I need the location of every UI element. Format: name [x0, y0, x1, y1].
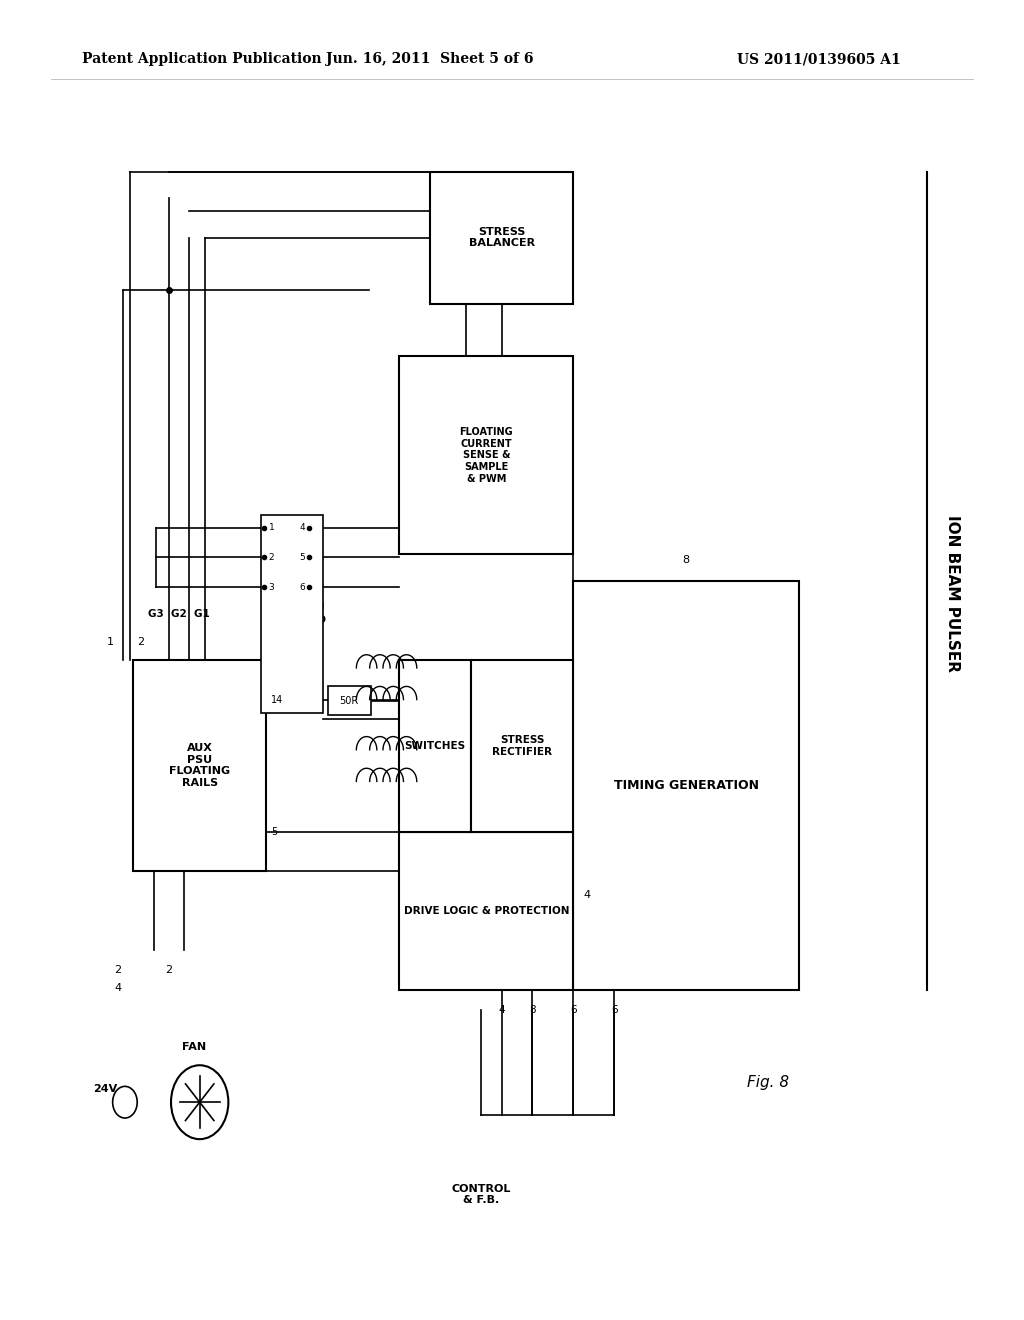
Text: G3  G2  G1: G3 G2 G1 [148, 609, 210, 619]
FancyBboxPatch shape [399, 832, 573, 990]
Text: 5: 5 [271, 826, 278, 837]
Text: US 2011/0139605 A1: US 2011/0139605 A1 [737, 53, 901, 66]
Text: DRIVE LOGIC & PROTECTION: DRIVE LOGIC & PROTECTION [403, 906, 569, 916]
Text: 4: 4 [115, 983, 121, 994]
Text: TIMING GENERATION: TIMING GENERATION [613, 779, 759, 792]
Text: 4: 4 [499, 1005, 505, 1015]
Text: Fig. 8: Fig. 8 [746, 1074, 790, 1090]
Text: 6: 6 [611, 1005, 617, 1015]
Text: STRESS
RECTIFIER: STRESS RECTIFIER [493, 735, 552, 756]
FancyBboxPatch shape [399, 660, 471, 832]
Text: 24V: 24V [93, 1084, 118, 1094]
Text: 14: 14 [271, 694, 284, 705]
FancyBboxPatch shape [471, 660, 573, 832]
Text: FAN: FAN [182, 1041, 207, 1052]
Text: 50R: 50R [340, 696, 358, 706]
Text: Patent Application Publication: Patent Application Publication [82, 53, 322, 66]
Text: 1: 1 [268, 524, 274, 532]
Text: AUX
PSU
FLOATING
RAILS: AUX PSU FLOATING RAILS [169, 743, 230, 788]
FancyBboxPatch shape [573, 581, 799, 990]
Text: 2: 2 [166, 965, 172, 975]
Text: 4: 4 [584, 890, 591, 900]
Text: 8: 8 [683, 554, 689, 565]
Text: FLOATING
CURRENT
SENSE &
SAMPLE
& PWM: FLOATING CURRENT SENSE & SAMPLE & PWM [460, 428, 513, 483]
FancyBboxPatch shape [399, 356, 573, 554]
Text: 6: 6 [299, 583, 305, 591]
Text: 4: 4 [299, 524, 305, 532]
Text: ION BEAM PULSER: ION BEAM PULSER [945, 516, 959, 672]
Text: 2: 2 [268, 553, 274, 561]
Text: PSU
GRID: PSU GRID [298, 603, 327, 624]
Bar [261, 515, 323, 713]
Text: 5: 5 [299, 553, 305, 561]
FancyBboxPatch shape [133, 660, 266, 871]
Text: STRESS
BALANCER: STRESS BALANCER [469, 227, 535, 248]
Text: 2: 2 [115, 965, 121, 975]
Text: 6: 6 [570, 1005, 577, 1015]
Text: 2: 2 [137, 636, 143, 647]
Text: Jun. 16, 2011  Sheet 5 of 6: Jun. 16, 2011 Sheet 5 of 6 [327, 53, 534, 66]
Text: 3: 3 [268, 583, 274, 591]
Text: SWITCHES: SWITCHES [404, 741, 466, 751]
Bar [328, 686, 371, 715]
Text: 8: 8 [529, 1005, 536, 1015]
FancyBboxPatch shape [430, 172, 573, 304]
Text: 1: 1 [108, 636, 114, 647]
Text: CONTROL
& F.B.: CONTROL & F.B. [452, 1184, 511, 1205]
